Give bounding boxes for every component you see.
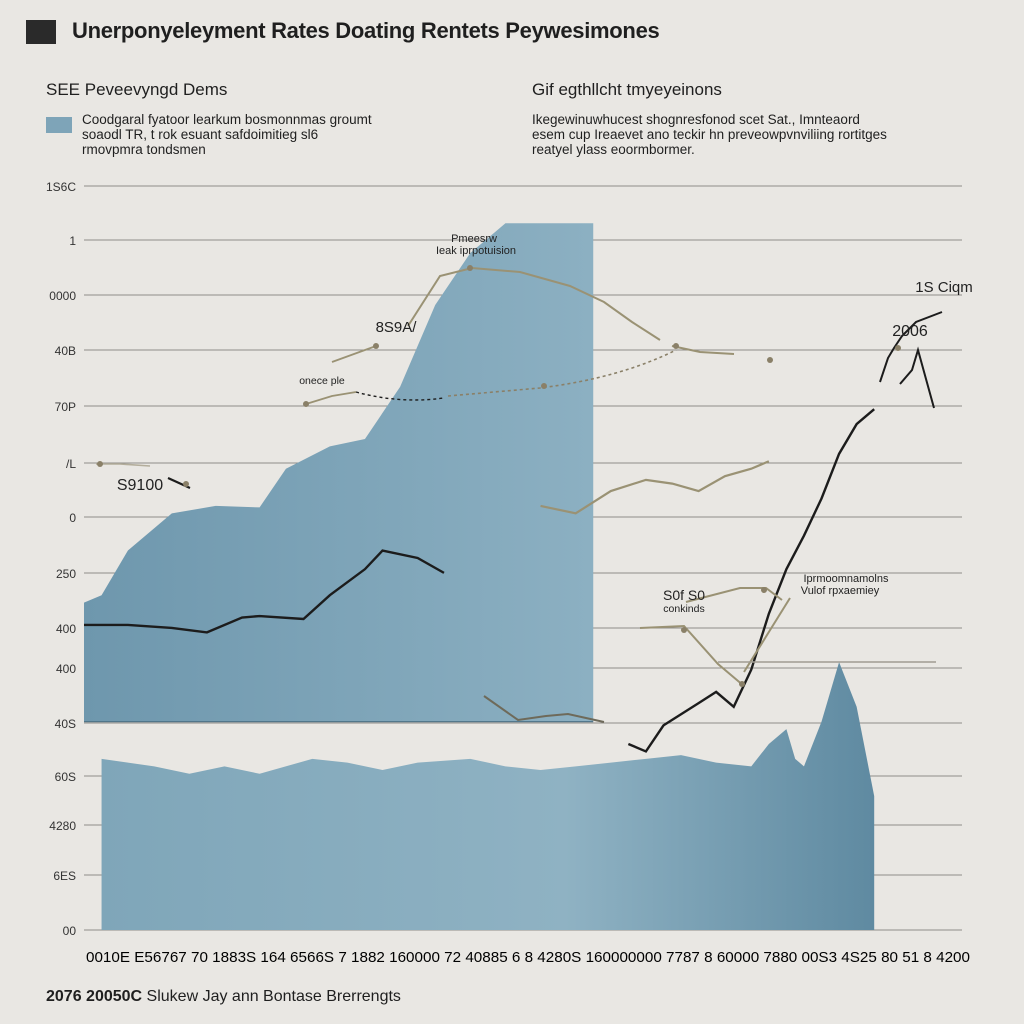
series-point: [303, 401, 309, 407]
series-point: [467, 265, 473, 271]
series-area-lower: [101, 662, 875, 930]
y-tick-label: 400: [56, 622, 76, 636]
annotation-label: S0f S0: [663, 587, 705, 603]
line-series: [84, 265, 943, 753]
series-point: [739, 681, 745, 687]
footer-text: Slukew Jay ann Bontase Brerrengts: [146, 988, 401, 1005]
annotation-label: 8S9A/: [376, 319, 418, 336]
tan-segment: [305, 391, 357, 405]
annotation-label: 2006: [892, 323, 928, 340]
left-panel-description: Coodgaral fyatoor learkum bosmonnmas gro…: [82, 112, 372, 157]
y-tick-label: 6ES: [53, 869, 76, 883]
y-tick-label: /L: [66, 457, 76, 471]
right-panel-heading: Gif egthllcht tmyeyeinons: [532, 80, 722, 99]
dashed-connector: [355, 391, 445, 401]
right-panel-description: Ikegewinuwhucest shognresfonod scet Sat.…: [532, 112, 887, 157]
series-line-right: [627, 408, 875, 753]
tan-segment: [639, 624, 745, 687]
dark-segment: [879, 311, 943, 383]
series-line-left: [84, 549, 445, 634]
y-tick-label: 00: [63, 924, 77, 938]
annotation-label: 1S Ciqm: [915, 279, 973, 296]
series-area-upper: [84, 223, 594, 722]
tan-segment: [671, 345, 735, 355]
y-tick-label: 4280: [49, 819, 76, 833]
series-point: [895, 345, 901, 351]
y-tick-label: 70P: [55, 400, 76, 414]
y-tick-label: 60S: [55, 770, 76, 784]
y-tick-label: 0000: [49, 289, 76, 303]
tan-segment: [685, 587, 783, 603]
series-point: [373, 343, 379, 349]
series-point: [681, 627, 687, 633]
series-point: [761, 587, 767, 593]
x-axis-tick-labels: 0010E E56767 70 1883S 164 6566S 7 1882 1…: [86, 949, 970, 966]
tan-segment: [743, 597, 791, 673]
series-point: [767, 357, 773, 363]
series-point: [673, 343, 679, 349]
y-tick-label: 1: [69, 234, 76, 248]
series-point: [183, 481, 189, 487]
y-tick-label: 250: [56, 567, 76, 581]
annotation-label: Iprmoomnamolns: [804, 573, 889, 585]
tan-segment: [96, 463, 151, 467]
y-tick-label: 1S6C: [46, 180, 76, 194]
y-axis-ticks: 1S6C 1 0000 40B 70P/L 0 250 400 400 40S 60S 4280 6ES…: [46, 180, 76, 938]
annotation-label: conkinds: [663, 603, 704, 615]
tan-segment: [483, 695, 605, 723]
series-line-tan: [540, 460, 770, 515]
series-point: [97, 461, 103, 467]
annotation-label: onece ple: [299, 375, 345, 387]
y-tick-label: 400: [56, 662, 76, 676]
area-series: [84, 223, 875, 930]
chart-title: Unerponyeleyment Rates Doating Rentets P…: [72, 18, 660, 43]
annotation-label: Pmeesrw: [451, 233, 497, 245]
y-tick-label: 40S: [55, 717, 76, 731]
tan-segment: [407, 266, 661, 341]
title-marker: [26, 20, 56, 44]
annotation-label: Vulof rpxaemiey: [801, 585, 880, 597]
series-point: [541, 383, 547, 389]
footer-bold: 2076 20050C: [46, 988, 143, 1005]
y-tick-label: 0: [69, 511, 76, 525]
annotation-label: S9100: [117, 477, 163, 494]
footer-caption: 2076 20050C Slukew Jay ann Bontase Brerr…: [46, 988, 401, 1006]
left-panel-heading: SEE Peveevyngd Dems: [46, 80, 228, 99]
y-tick-label: 40B: [55, 344, 76, 358]
legend-swatch: [46, 117, 72, 133]
dark-segment: [899, 346, 935, 409]
tan-segment: [331, 345, 377, 363]
annotation-label: Ieak iprpotuision: [436, 245, 516, 257]
